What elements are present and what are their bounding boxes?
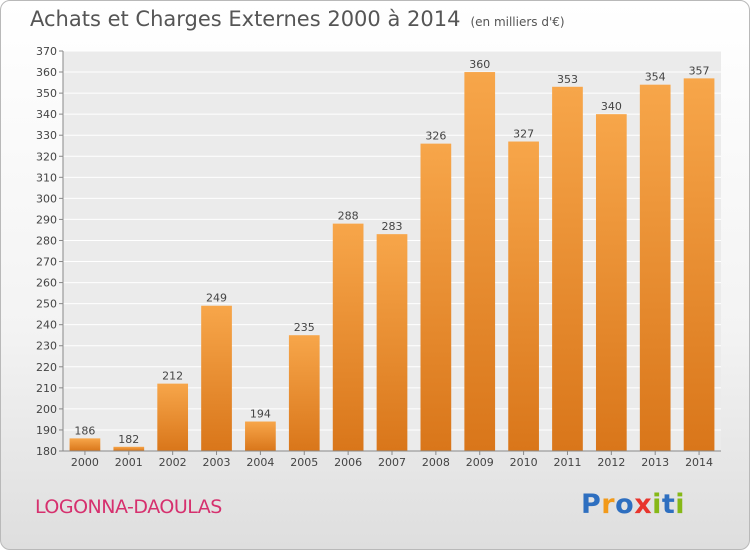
x-tick-label: 2004	[246, 456, 274, 469]
y-tick-label: 370	[36, 45, 57, 58]
x-tick-label: 2000	[71, 456, 99, 469]
x-tick-label: 2007	[378, 456, 406, 469]
bar-value-label: 357	[689, 64, 710, 77]
y-tick-label: 300	[36, 192, 57, 205]
logo-letter: r	[601, 489, 616, 520]
x-tick-label: 2002	[159, 456, 187, 469]
x-tick-label: 2003	[203, 456, 231, 469]
x-tick-label: 2011	[553, 456, 581, 469]
bar-value-label: 235	[294, 321, 315, 334]
y-tick-label: 320	[36, 150, 57, 163]
y-tick-label: 350	[36, 87, 57, 100]
bar	[332, 223, 364, 451]
logo-letter: i	[675, 489, 686, 520]
x-tick-label: 2013	[641, 456, 669, 469]
bar-value-label: 340	[601, 100, 622, 113]
x-tick-label: 2005	[290, 456, 318, 469]
bar	[69, 438, 101, 451]
bar	[639, 84, 671, 452]
bar-value-label: 212	[162, 370, 183, 383]
y-tick-label: 270	[36, 256, 57, 269]
y-tick-label: 240	[36, 319, 57, 332]
bar-value-label: 249	[206, 292, 227, 305]
y-tick-label: 200	[36, 403, 57, 416]
logo-letter: o	[615, 489, 635, 520]
y-tick-label: 260	[36, 277, 57, 290]
bar	[552, 86, 583, 451]
x-tick-label: 2008	[422, 456, 450, 469]
y-tick-label: 360	[36, 66, 57, 79]
chart-title: Achats et Charges Externes 2000 à 2014	[30, 7, 461, 31]
bar-value-label: 353	[557, 73, 578, 86]
bar	[508, 141, 539, 452]
bar-value-label: 360	[469, 58, 490, 71]
y-tick-label: 290	[36, 213, 57, 226]
logo-letter: P	[581, 489, 602, 520]
y-tick-label: 230	[36, 340, 57, 353]
bar	[288, 335, 320, 451]
bar-value-label: 182	[118, 433, 139, 446]
y-tick-label: 310	[36, 171, 57, 184]
chart-unit: (en milliers d'€)	[470, 15, 565, 29]
x-tick-label: 2012	[597, 456, 625, 469]
bar	[113, 446, 145, 451]
x-tick-label: 2009	[466, 456, 494, 469]
bar-value-label: 186	[74, 424, 95, 437]
bar	[420, 143, 452, 451]
bar-value-label: 326	[425, 130, 446, 143]
proxiti-logo: Proxiti	[581, 489, 685, 520]
y-tick-label: 250	[36, 298, 57, 311]
x-tick-label: 2014	[685, 456, 713, 469]
x-tick-label: 2010	[510, 456, 538, 469]
bar-value-label: 327	[513, 128, 534, 141]
y-tick-label: 220	[36, 361, 57, 374]
y-tick-label: 330	[36, 129, 57, 142]
x-tick-label: 2006	[334, 456, 362, 469]
bar-value-label: 283	[382, 220, 403, 233]
bar-value-label: 194	[250, 408, 271, 421]
bar	[683, 78, 715, 452]
y-tick-label: 340	[36, 108, 57, 121]
y-tick-label: 280	[36, 234, 57, 247]
x-tick-label: 2001	[115, 456, 143, 469]
bar-value-label: 354	[645, 71, 666, 84]
bar	[376, 234, 408, 451]
bar	[595, 114, 627, 451]
commune-name: LOGONNA-DAOULAS	[35, 496, 222, 518]
bar	[245, 421, 276, 451]
bar	[157, 383, 189, 451]
logo-letter: x	[634, 489, 653, 520]
chart-title-line: Achats et Charges Externes 2000 à 2014 (e…	[30, 7, 565, 31]
bar	[464, 72, 496, 451]
logo-letter: t	[661, 489, 676, 520]
bar-value-label: 288	[338, 210, 359, 223]
y-tick-label: 210	[36, 382, 57, 395]
logo-letter: i	[652, 489, 662, 520]
y-tick-label: 180	[36, 445, 57, 458]
y-tick-label: 190	[36, 424, 57, 437]
bar	[201, 305, 232, 451]
